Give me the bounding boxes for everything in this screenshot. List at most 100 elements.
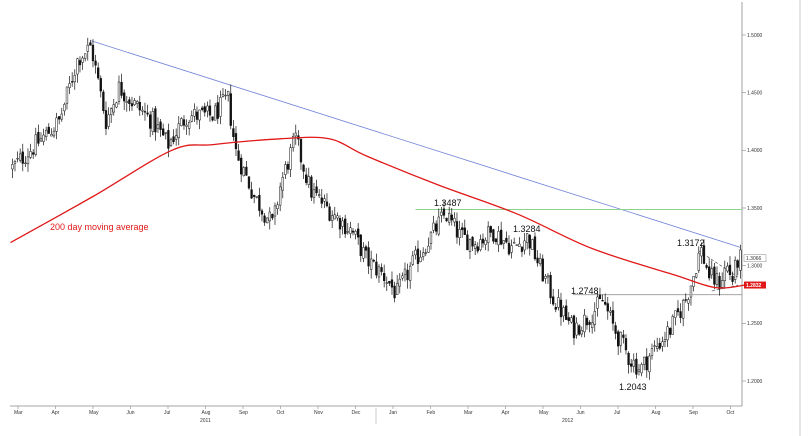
candle-body <box>273 205 277 217</box>
candle <box>336 212 339 222</box>
price-label-high-feb: 1.3487 <box>434 198 462 208</box>
candle <box>450 208 453 226</box>
candle <box>149 111 152 138</box>
candle <box>21 143 24 172</box>
candle-body <box>669 327 672 335</box>
candle-body <box>588 322 591 325</box>
candle-body <box>60 113 63 120</box>
candle <box>492 228 495 244</box>
candle-body <box>437 216 440 235</box>
candle <box>658 337 661 351</box>
candle-body <box>697 252 700 271</box>
candle-body <box>648 355 651 373</box>
candle-body <box>341 220 344 227</box>
candle-body <box>50 134 53 137</box>
candle <box>84 53 87 62</box>
candle <box>549 271 552 304</box>
candle-body <box>216 102 219 119</box>
candle <box>11 158 14 179</box>
candle <box>234 126 238 156</box>
candle-body <box>552 296 555 305</box>
candle <box>136 100 139 109</box>
candle-body <box>359 234 362 256</box>
candle <box>710 260 713 279</box>
candle <box>559 292 563 326</box>
candle-body <box>455 221 459 238</box>
candle-body <box>505 237 508 243</box>
candle-body <box>653 345 656 347</box>
candle <box>180 117 183 127</box>
candle <box>175 128 178 146</box>
candle-body <box>497 231 500 246</box>
x-tick-label: Oct <box>277 410 285 416</box>
candle <box>461 222 464 238</box>
candle-body <box>630 363 633 367</box>
candle <box>42 128 45 146</box>
candles <box>11 37 742 380</box>
candle-body <box>281 176 284 191</box>
candle-body <box>99 78 102 92</box>
candle-body <box>146 112 149 115</box>
year-label-2011: 2011 <box>200 418 211 424</box>
candle-body <box>570 317 573 323</box>
y-tick-label: 1.2500 <box>747 321 763 327</box>
x-tick-label: Feb <box>427 410 436 416</box>
candle <box>416 240 420 273</box>
candle <box>169 137 173 147</box>
candle-body <box>476 246 479 252</box>
candle <box>273 202 277 225</box>
candle <box>50 128 53 137</box>
candle <box>120 73 123 99</box>
candle <box>97 62 100 80</box>
candle-body <box>136 101 139 104</box>
candle-body <box>492 229 495 242</box>
candle <box>510 239 513 259</box>
candle <box>289 143 292 178</box>
candle-body <box>208 105 212 116</box>
candle <box>648 353 651 380</box>
candle-body <box>255 196 258 198</box>
candle-body <box>406 269 409 281</box>
candle <box>557 289 560 311</box>
candle <box>429 231 433 250</box>
candle-body <box>234 133 238 150</box>
candle <box>409 262 412 289</box>
candle-body <box>401 275 404 279</box>
candle-body <box>338 218 342 230</box>
candle-body <box>619 331 622 346</box>
candle-body <box>614 325 617 334</box>
candle-body <box>422 252 425 257</box>
candle-body <box>643 356 646 365</box>
candle <box>172 129 175 145</box>
candle <box>143 102 147 121</box>
candle-body <box>627 352 630 365</box>
candle <box>128 96 131 112</box>
candle-body <box>656 345 659 349</box>
candle <box>377 264 381 283</box>
candle-body <box>541 258 544 282</box>
candle <box>627 351 630 374</box>
x-tick-label: Jun <box>577 410 585 416</box>
candle-body <box>159 121 162 130</box>
candle-body <box>237 150 240 161</box>
candle <box>500 221 503 246</box>
candle-body <box>266 217 269 224</box>
candle <box>310 175 313 201</box>
badge-moving-average: 1.2832 <box>744 281 766 289</box>
candle-body <box>94 60 97 66</box>
candle <box>388 280 391 287</box>
candle <box>351 228 355 236</box>
candle-body <box>188 121 191 129</box>
candle-body <box>268 211 271 222</box>
candle <box>203 102 206 117</box>
candle-body <box>370 258 373 270</box>
candle-body <box>713 266 716 285</box>
candle-body <box>315 186 318 194</box>
candle <box>458 220 461 246</box>
candle <box>682 298 685 327</box>
candle <box>640 362 643 377</box>
candle-body <box>11 164 14 170</box>
candle <box>448 206 451 226</box>
candle <box>286 161 290 174</box>
candle <box>663 331 667 348</box>
